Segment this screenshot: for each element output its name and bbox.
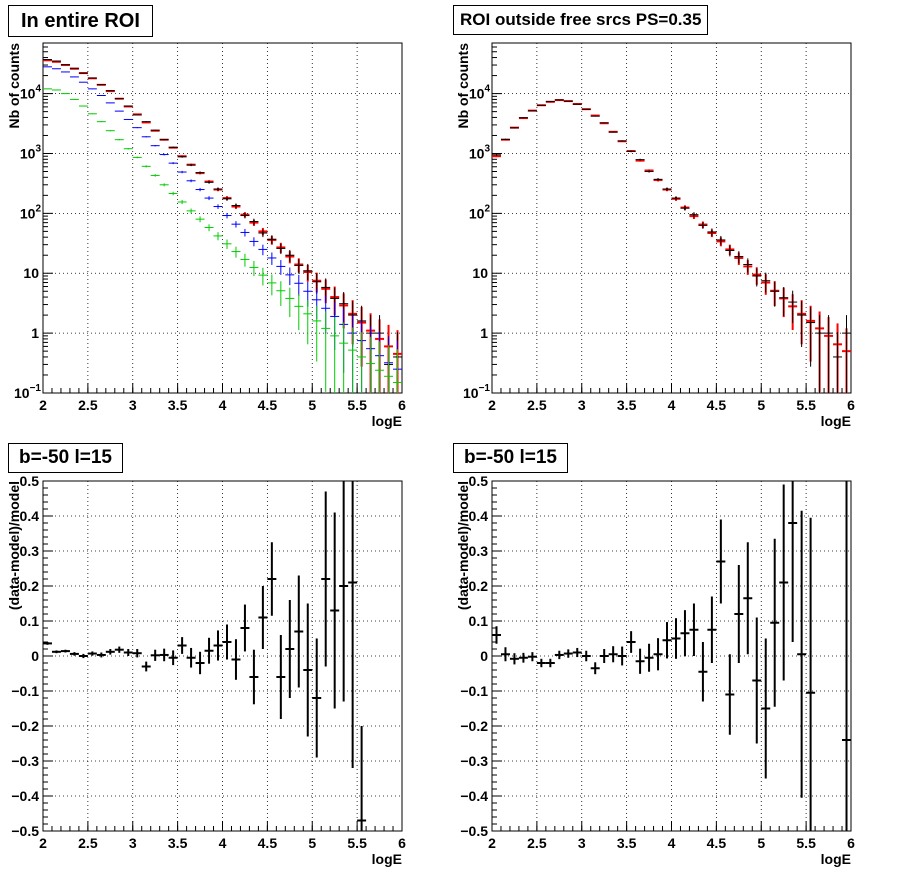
y-tick-label: 10 (23, 265, 39, 281)
x-tick-label: 5.5 (347, 835, 367, 851)
y-tick-label: −0.5 (460, 823, 488, 839)
y-tick-label: −0.2 (460, 718, 488, 734)
x-tick-label: 2 (488, 835, 496, 851)
x-tick-label: 6 (398, 397, 406, 413)
x-tick-label: 2.5 (527, 397, 547, 413)
y-tick-label: 0.1 (469, 613, 489, 629)
y-tick-label: 0.5 (20, 473, 40, 489)
y-axis-label: Nb of counts (6, 43, 22, 129)
y-tick-label: 10−1 (463, 383, 490, 401)
y-tick-label: −0.3 (460, 753, 488, 769)
y-tick-label: −0.3 (11, 753, 39, 769)
y-tick-label: 0.3 (20, 543, 40, 559)
y-tick-label: 10−1 (14, 383, 41, 401)
x-tick-label: 2.5 (527, 835, 547, 851)
y-tick-label: −0.4 (11, 788, 39, 804)
y-axis-label: (data-model)/model (6, 481, 22, 610)
x-tick-label: 3.5 (168, 397, 188, 413)
x-tick-label: 5 (308, 835, 316, 851)
panel4-title: b=-50 l=15 (453, 443, 568, 473)
y-tick-label: −0.2 (11, 718, 39, 734)
y-tick-label: −0.5 (11, 823, 39, 839)
x-tick-label: 3.5 (617, 397, 637, 413)
x-tick-label: 4 (668, 397, 676, 413)
y-tick-label: 0.4 (469, 508, 489, 524)
y-tick-label: 1 (480, 325, 488, 341)
panel1-title: In entire ROI (8, 5, 153, 37)
x-tick-label: 5 (757, 397, 765, 413)
x-tick-label: 4 (219, 397, 227, 413)
x-tick-label: 3.5 (168, 835, 188, 851)
x-tick-label: 3 (129, 835, 137, 851)
y-tick-label: 102 (20, 203, 42, 221)
x-tick-label: 5.5 (796, 397, 816, 413)
y-tick-label: 103 (469, 143, 491, 161)
x-tick-label: 4 (668, 835, 676, 851)
y-tick-label: 0.5 (469, 473, 489, 489)
x-tick-label: 5.5 (347, 397, 367, 413)
x-tick-label: 5.5 (796, 835, 816, 851)
x-tick-label: 4.5 (258, 397, 278, 413)
y-axis-label: (data-model)/model (455, 481, 471, 610)
y-tick-label: 102 (469, 203, 491, 221)
x-tick-label: 4.5 (707, 397, 727, 413)
y-tick-label: 0.2 (20, 578, 40, 594)
x-tick-label: 3 (578, 835, 586, 851)
x-tick-label: 2 (39, 835, 47, 851)
panel3-title: b=-50 l=15 (8, 443, 123, 473)
x-axis-label: logE (821, 851, 851, 867)
y-tick-label: 104 (20, 84, 42, 102)
panel2-title: ROI outside free srcs PS=0.35 (453, 5, 709, 35)
y-tick-label: 10 (472, 265, 488, 281)
x-tick-label: 6 (847, 835, 855, 851)
x-axis-label: logE (372, 851, 402, 867)
y-tick-label: −0.4 (460, 788, 488, 804)
y-tick-label: 103 (20, 143, 42, 161)
x-tick-label: 3.5 (617, 835, 637, 851)
y-tick-label: 0.2 (469, 578, 489, 594)
x-axis-label: logE (821, 413, 851, 429)
x-tick-label: 4.5 (707, 835, 727, 851)
y-tick-label: 0.4 (20, 508, 40, 524)
x-tick-label: 3 (129, 397, 137, 413)
y-tick-label: −0.1 (460, 683, 488, 699)
x-tick-label: 2 (39, 397, 47, 413)
y-tick-label: 0 (31, 648, 39, 664)
x-tick-label: 5 (308, 397, 316, 413)
x-tick-label: 2.5 (78, 397, 98, 413)
x-tick-label: 2 (488, 397, 496, 413)
y-tick-label: 104 (469, 84, 491, 102)
x-tick-label: 6 (847, 397, 855, 413)
x-tick-label: 5 (757, 835, 765, 851)
x-tick-label: 3 (578, 397, 586, 413)
x-tick-label: 2.5 (78, 835, 98, 851)
y-tick-label: 0.1 (20, 613, 40, 629)
y-tick-label: 1 (31, 325, 39, 341)
x-axis-label: logE (372, 413, 402, 429)
y-tick-label: 0 (480, 648, 488, 664)
x-tick-label: 4 (219, 835, 227, 851)
y-axis-label: Nb of counts (455, 43, 471, 129)
x-tick-label: 4.5 (258, 835, 278, 851)
x-tick-label: 6 (398, 835, 406, 851)
y-tick-label: −0.1 (11, 683, 39, 699)
y-tick-label: 0.3 (469, 543, 489, 559)
